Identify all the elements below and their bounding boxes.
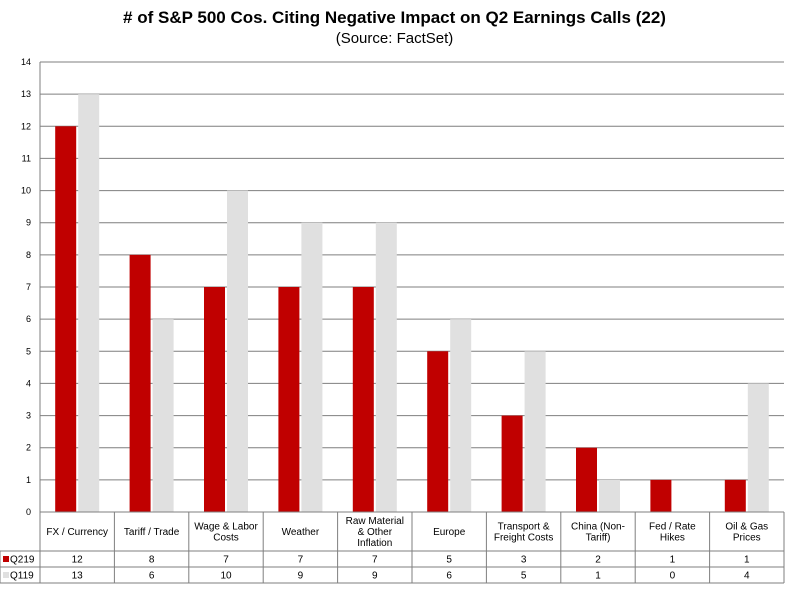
data-label: 6 bbox=[446, 571, 452, 582]
data-label: 7 bbox=[298, 555, 304, 566]
chart-subtitle: (Source: FactSet) bbox=[335, 30, 454, 47]
bar-q219 bbox=[501, 415, 523, 512]
legend-label: Q219 bbox=[10, 555, 35, 566]
y-tick-label: 10 bbox=[21, 186, 31, 196]
data-label: 2 bbox=[595, 555, 601, 566]
bar-q219 bbox=[576, 447, 597, 512]
data-label: 10 bbox=[220, 571, 232, 582]
y-tick-label: 12 bbox=[21, 121, 31, 131]
bar-q119 bbox=[599, 479, 620, 512]
y-tick-label: 9 bbox=[26, 218, 31, 228]
data-label: 12 bbox=[72, 555, 84, 566]
data-label: 8 bbox=[149, 555, 155, 566]
data-label: 4 bbox=[744, 571, 750, 582]
chart-title: # of S&P 500 Cos. Citing Negative Impact… bbox=[123, 8, 666, 27]
bar-q119 bbox=[152, 319, 174, 512]
x-tick-label: China (Non-Tariff) bbox=[571, 522, 625, 544]
bar-q119 bbox=[78, 94, 100, 513]
bar-q219 bbox=[427, 351, 449, 512]
y-tick-label: 14 bbox=[21, 57, 31, 67]
data-label: 5 bbox=[521, 571, 527, 582]
data-label: 3 bbox=[521, 555, 527, 566]
data-label: 7 bbox=[223, 555, 229, 566]
y-tick-label: 2 bbox=[26, 443, 31, 453]
data-label: 1 bbox=[744, 555, 750, 566]
legend-label: Q119 bbox=[10, 571, 34, 582]
x-tick-label: Fed / Rate Hikes bbox=[649, 522, 696, 544]
x-tick-label: Transport & Freight Costs bbox=[494, 522, 553, 544]
data-label: 7 bbox=[372, 555, 378, 566]
y-tick-label: 8 bbox=[26, 250, 31, 260]
bar-q119 bbox=[301, 222, 323, 512]
bar-q119 bbox=[450, 319, 472, 512]
bar-q219 bbox=[352, 287, 374, 512]
y-tick-label: 13 bbox=[21, 89, 31, 99]
data-label: 6 bbox=[149, 571, 155, 582]
y-tick-label: 3 bbox=[26, 411, 31, 421]
x-tick-label: Raw Material & Other Inflation bbox=[346, 516, 404, 549]
bar-q219 bbox=[724, 479, 746, 512]
bar-q119 bbox=[375, 222, 397, 512]
bar-q119 bbox=[747, 383, 769, 512]
bar-q219 bbox=[129, 254, 151, 512]
bar-q119 bbox=[524, 351, 546, 512]
x-tick-label: Weather bbox=[282, 527, 320, 538]
bar-q119 bbox=[227, 190, 248, 513]
legend-key-q119 bbox=[3, 572, 9, 578]
y-tick-label: 11 bbox=[22, 153, 31, 163]
data-label: 13 bbox=[72, 571, 84, 582]
y-tick-label: 7 bbox=[26, 282, 31, 292]
data-label: 1 bbox=[670, 555, 676, 566]
bar-q219 bbox=[650, 479, 672, 512]
y-tick-label: 1 bbox=[26, 475, 31, 485]
y-tick-label: 0 bbox=[26, 507, 31, 517]
data-label: 5 bbox=[446, 555, 452, 566]
x-tick-label: Wage & Labor Costs bbox=[194, 522, 258, 544]
x-tick-label: Europe bbox=[433, 527, 466, 538]
legend-key-q219 bbox=[3, 556, 9, 562]
x-tick-label: Oil & Gas Prices bbox=[725, 522, 768, 544]
y-tick-label: 5 bbox=[26, 346, 31, 356]
y-tick-label: 4 bbox=[26, 378, 31, 388]
x-tick-label: Tariff / Trade bbox=[124, 527, 180, 538]
data-label: 0 bbox=[670, 571, 676, 582]
bar-q219 bbox=[278, 287, 300, 512]
data-label: 1 bbox=[595, 571, 601, 582]
bar-q219 bbox=[55, 126, 77, 513]
bar-q219 bbox=[204, 287, 225, 512]
data-label: 9 bbox=[372, 571, 378, 582]
data-label: 9 bbox=[298, 571, 304, 582]
y-tick-label: 6 bbox=[26, 314, 31, 324]
x-tick-label: FX / Currency bbox=[46, 527, 108, 538]
